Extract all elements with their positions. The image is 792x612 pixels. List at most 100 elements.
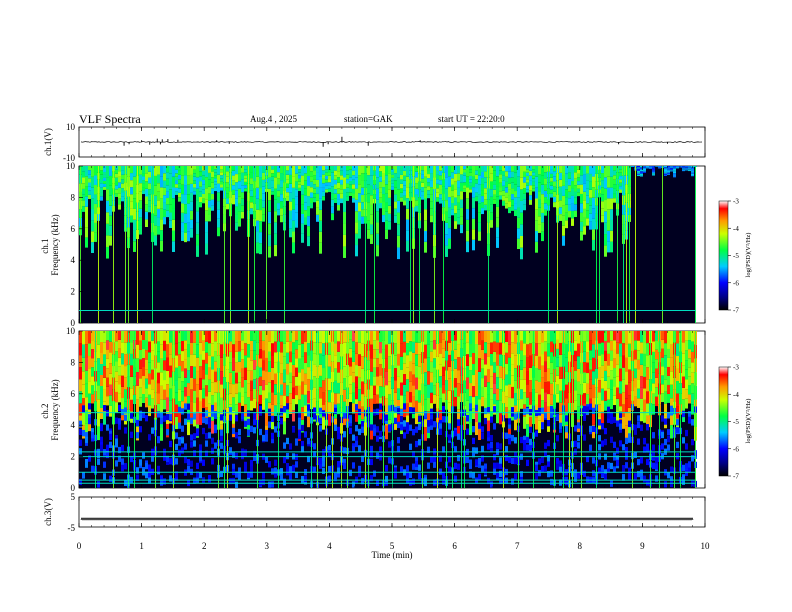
spectrogram-cell [643, 376, 646, 389]
spectrogram-cell [88, 170, 91, 175]
spectrogram-cell [241, 211, 244, 219]
spectrogram-cell [451, 178, 454, 185]
spectrogram-cell [97, 358, 100, 372]
spectrogram-cell [208, 214, 211, 222]
spectrogram-cell [355, 376, 358, 388]
spectrogram-cell [649, 167, 652, 168]
spectrogram-cell [337, 467, 340, 474]
spectrogram-cell [328, 188, 331, 193]
spectrogram-cell [676, 167, 679, 169]
spectrogram-cell [670, 466, 673, 473]
spectrogram-cell [373, 428, 376, 435]
spectrogram-cell [259, 188, 262, 200]
spectrogram-cell [205, 221, 208, 233]
spectrogram-cell [334, 368, 337, 381]
spectrogram-cell [82, 384, 85, 399]
spectrogram-cell [688, 167, 691, 168]
spectrogram-cell [493, 423, 496, 430]
spectrogram-cell [286, 385, 289, 397]
spectrogram-cell [625, 446, 628, 454]
spectrogram-cell [166, 204, 169, 211]
start-ut-label: start UT = 22:20:0 [438, 114, 505, 124]
spectrogram-cell [106, 223, 109, 236]
spectrogram-cell [274, 373, 277, 385]
spectrogram-cell [160, 230, 163, 241]
spectrogram-cell [160, 219, 163, 231]
spectrogram-cell [148, 166, 151, 172]
spectrogram-cell [250, 360, 253, 371]
spectrogram-sferic [392, 331, 393, 488]
spectrogram-cell [349, 427, 352, 434]
spectrogram-cell [250, 380, 253, 391]
spectrogram-cell [178, 188, 181, 193]
spectrogram-cell [418, 472, 421, 480]
spectrogram-cell [133, 219, 136, 231]
spectrogram-cell [523, 199, 526, 205]
spectrogram-cell [118, 331, 121, 340]
spectrogram-cell [553, 176, 556, 182]
spectrogram-cell [397, 388, 400, 400]
spectrogram-cell [652, 432, 655, 439]
spectrogram-cell [559, 460, 562, 467]
spectrogram-cell [91, 358, 94, 368]
spectrogram-cell [283, 356, 286, 370]
spectrogram-cell [427, 344, 430, 358]
spectrogram-cell [217, 209, 220, 219]
spectrogram-cell [145, 350, 148, 360]
spectrogram-cell [403, 166, 406, 171]
spectrogram-cell [628, 420, 631, 428]
spectrogram-cell [466, 241, 469, 253]
spectrogram-cell [541, 342, 544, 355]
spectrogram-cell [538, 369, 541, 382]
spectrogram-cell [388, 189, 391, 198]
spectrogram-cell [601, 201, 604, 209]
spectrogram-cell [247, 344, 250, 358]
spectrogram-cell [628, 395, 631, 408]
spectrogram-cell [190, 417, 193, 424]
spectrogram-cell [607, 388, 610, 400]
spectrogram-cell [634, 331, 637, 341]
spectrogram-cell [559, 172, 562, 180]
spectrogram-cell [337, 182, 340, 189]
spectrogram-cell [352, 434, 355, 441]
spectrogram-cell [97, 458, 100, 465]
spectrogram-cell [217, 201, 220, 210]
spectrogram-cell [511, 205, 514, 211]
spectrogram-cell [328, 175, 331, 180]
spectrogram-cell [124, 389, 127, 402]
spectrogram-cell [676, 356, 679, 369]
spectrogram-cell [379, 446, 382, 453]
spectrogram-cell [358, 400, 361, 413]
spectrogram-cell [343, 177, 346, 189]
spectrogram-cell [424, 220, 427, 231]
spectrogram-cell [103, 168, 106, 172]
spectrogram-cell [439, 423, 442, 430]
spectrogram-cell [508, 424, 511, 438]
spectrogram-cell [667, 472, 670, 479]
spectrogram-cell [571, 195, 574, 204]
spectrogram-cell [424, 427, 427, 441]
spectrogram-cell [361, 426, 364, 433]
spectrogram-cell [334, 198, 337, 203]
spectrogram-cell [571, 218, 574, 226]
spectrogram-cell [463, 179, 466, 183]
spectrogram-cell [130, 412, 133, 419]
spectrogram-cell [232, 344, 235, 358]
spectrogram-cell [508, 384, 511, 398]
spectrogram-cell [406, 187, 409, 199]
spectrogram-cell [496, 442, 499, 449]
spectrogram-cell [421, 178, 424, 183]
spectrogram-cell [478, 358, 481, 372]
spectrogram-cell [583, 470, 586, 477]
spectrogram-cell [229, 447, 232, 454]
spectrogram-cell [181, 401, 184, 412]
spectrogram-cell [409, 392, 412, 403]
spectrogram-cell [643, 365, 646, 377]
spectrogram-cell [292, 220, 295, 232]
spectrogram-cell [100, 183, 103, 188]
spectrogram-cell [139, 410, 142, 417]
spectrogram-cell [196, 245, 199, 257]
ch3-ytick-bottom: -5 [68, 523, 76, 533]
spectrogram-cell [250, 471, 253, 478]
spectrogram-cell [115, 185, 118, 190]
